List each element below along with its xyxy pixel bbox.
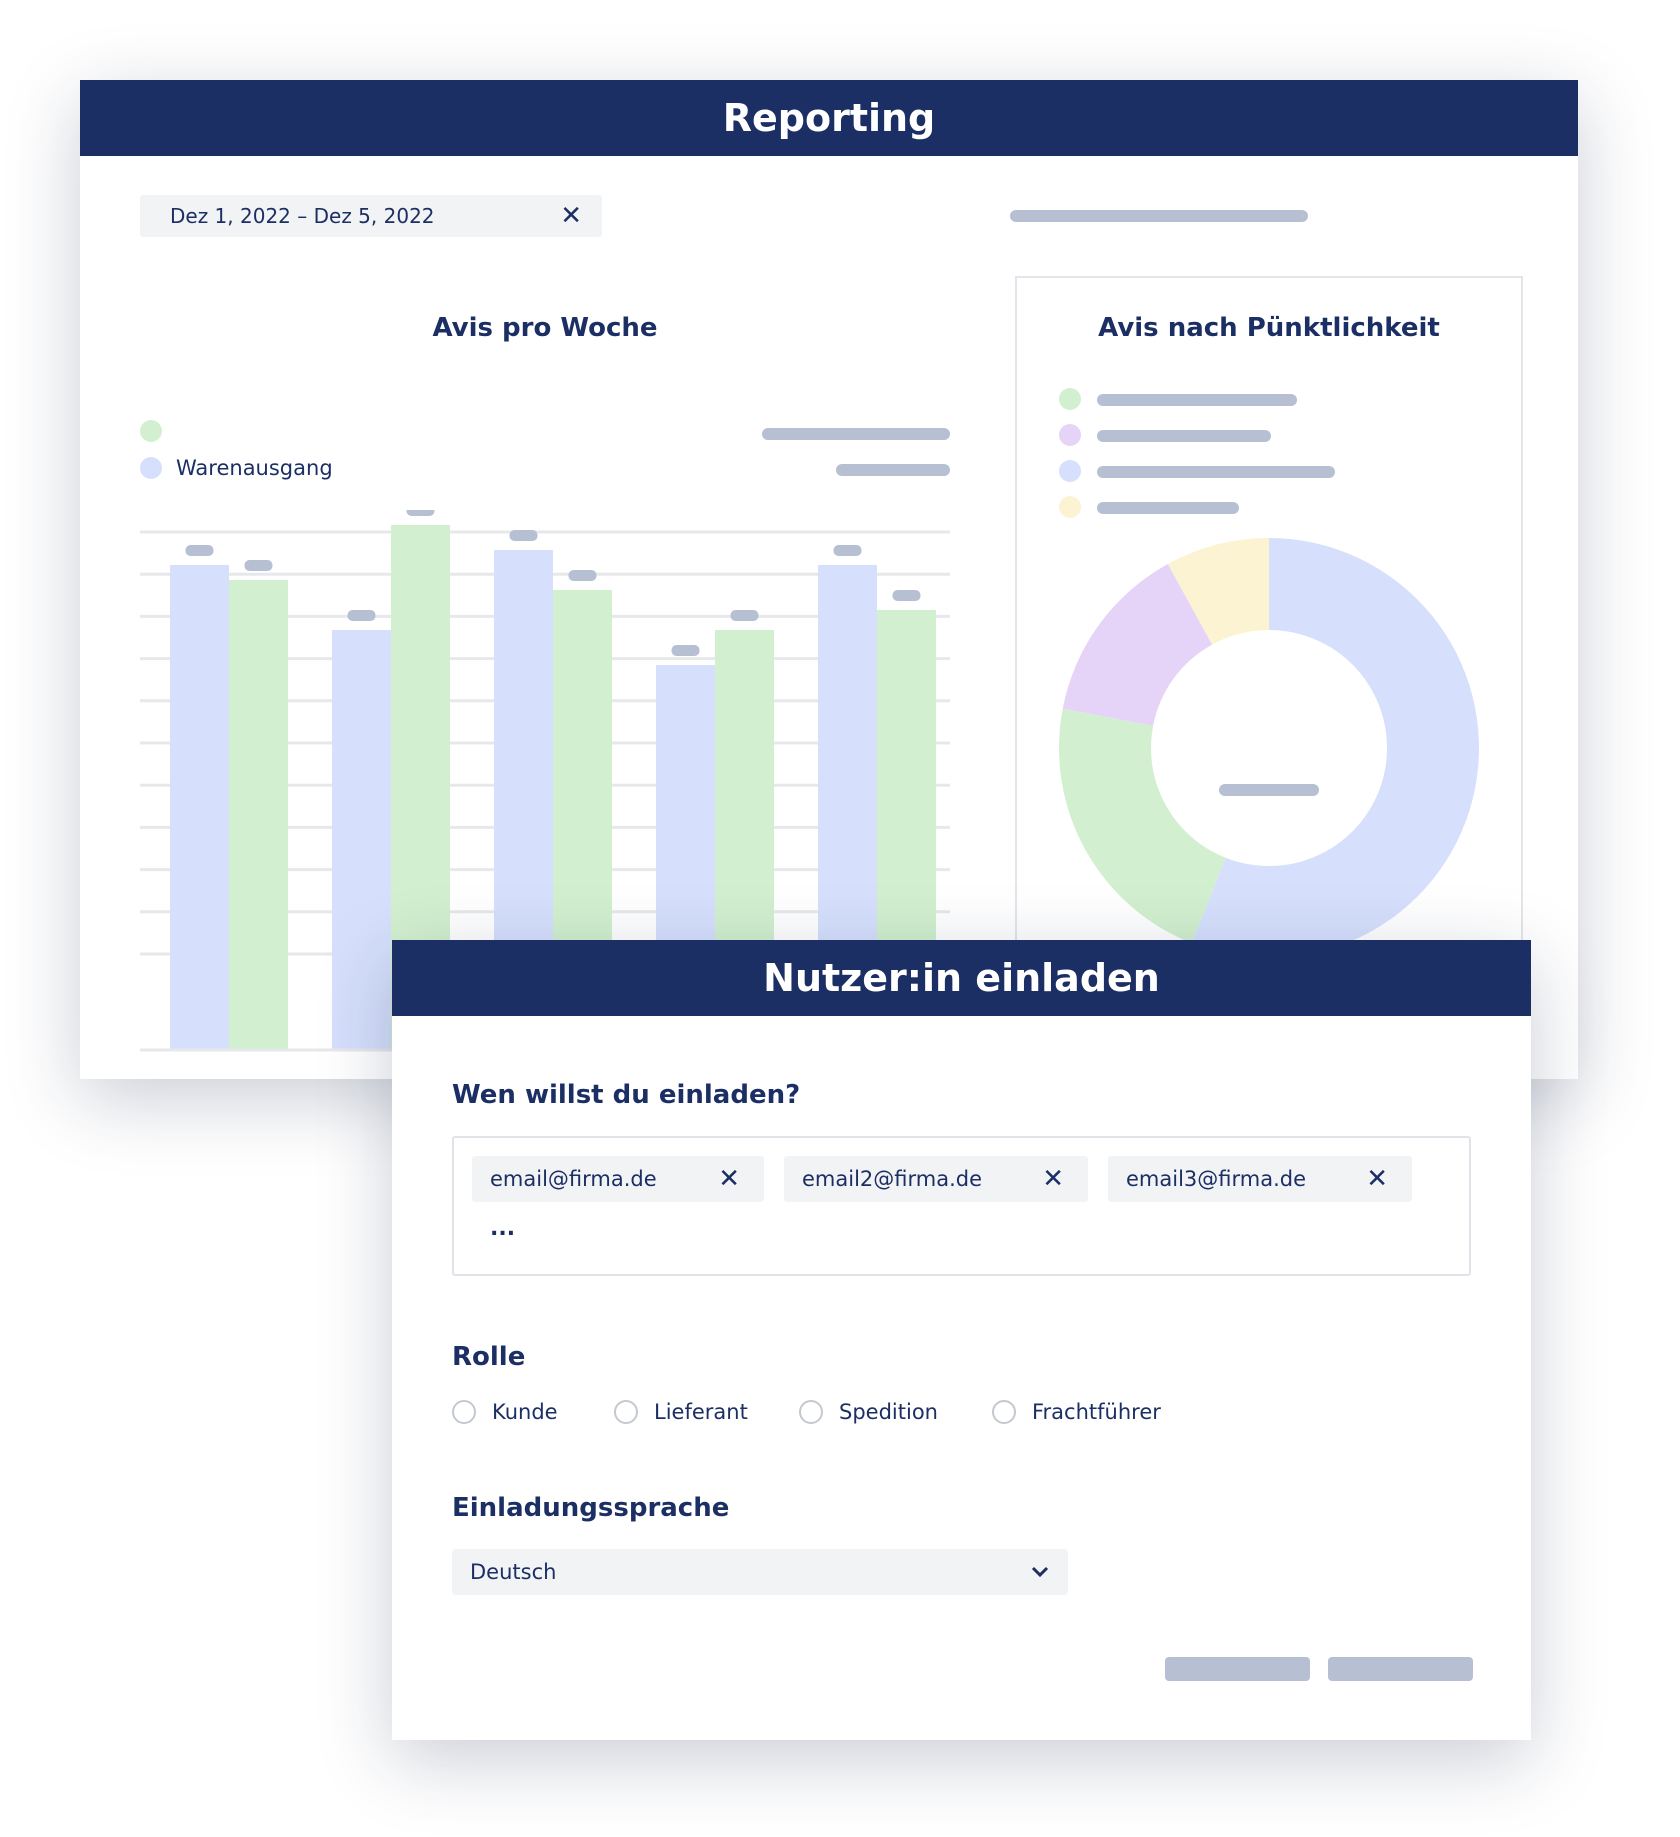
bar-value-label [185,545,214,556]
submit-button-placeholder[interactable] [1328,1657,1473,1681]
date-range-filter[interactable]: Dez 1, 2022 – Dez 5, 2022 ✕ [140,195,602,237]
pie-chart [1059,538,1479,958]
radio-lieferant[interactable]: Lieferant [614,1400,748,1424]
radio-label: Spedition [839,1400,938,1424]
bar-value-label [892,590,921,601]
radio-circle[interactable] [799,1400,823,1424]
legend-label: Warenausgang [176,456,333,480]
invite-title: Nutzer:in einladen [392,940,1531,1016]
radio-label: Kunde [492,1400,558,1424]
language-select-value: Deutsch [470,1560,557,1584]
remove-email-close-icon[interactable]: ✕ [1042,1164,1064,1194]
bar-value-label [347,610,376,621]
placeholder-bar [1097,466,1335,478]
legend-item-wareneingang [140,420,176,442]
email-chip-label: email@firma.de [490,1167,657,1191]
email-chip: email2@firma.de ✕ [784,1156,1088,1202]
invite-who-label: Wen willst du einladen? [452,1080,801,1110]
legend-swatch [140,457,162,479]
bar-value-label [730,610,759,621]
bar [332,630,391,1050]
pie-slice [1191,538,1479,958]
email-chip: email@firma.de ✕ [472,1156,764,1202]
radio-circle[interactable] [452,1400,476,1424]
email-chip-label: email3@firma.de [1126,1167,1307,1191]
placeholder-bar [1097,430,1271,442]
bar-value-label [568,570,597,581]
radio-spedition[interactable]: Spedition [799,1400,938,1424]
legend-swatch-2 [1059,424,1081,446]
pie-center-label [1219,784,1319,796]
legend-swatch-3 [1059,460,1081,482]
placeholder-bar [836,464,950,476]
pie-slice [1062,563,1213,726]
bar-value-label [671,645,700,656]
legend-swatch-1 [1059,388,1081,410]
cancel-button-placeholder[interactable] [1165,1657,1310,1681]
email-input-box[interactable]: email@firma.de ✕ email2@firma.de ✕ email… [452,1136,1471,1276]
remove-email-close-icon[interactable]: ✕ [718,1164,740,1194]
radio-circle[interactable] [992,1400,1016,1424]
radio-label: Lieferant [654,1400,748,1424]
bar-value-label [406,510,435,516]
legend-swatch-4 [1059,496,1081,518]
pie-slice [1059,708,1226,944]
legend-item-warenausgang: Warenausgang [140,456,333,480]
role-label: Rolle [452,1342,526,1372]
pie-chart-panel: Avis nach Pünktlichkeit [1015,276,1523,1016]
radio-circle[interactable] [614,1400,638,1424]
language-label: Einladungssprache [452,1493,730,1523]
more-emails-ellipsis: ... [490,1216,516,1241]
radio-kunde[interactable]: Kunde [452,1400,558,1424]
placeholder-bar [762,428,950,440]
language-select[interactable]: Deutsch [452,1549,1068,1595]
placeholder-bar [1097,502,1239,514]
placeholder-bar [1097,394,1297,406]
email-chip: email3@firma.de ✕ [1108,1156,1412,1202]
email-chip-label: email2@firma.de [802,1167,983,1191]
bar-value-label [833,545,862,556]
legend-swatch [140,420,162,442]
pie-chart-title: Avis nach Pünktlichkeit [1098,313,1440,343]
bar [170,565,229,1050]
bar-value-label [244,560,273,571]
radio-frachtfuehrer[interactable]: Frachtführer [992,1400,1161,1424]
pie-slice [1167,538,1269,645]
chevron-down-icon [1031,1566,1049,1578]
bar-chart-title: Avis pro Woche [432,313,658,343]
reporting-title: Reporting [80,80,1578,156]
date-range-text: Dez 1, 2022 – Dez 5, 2022 [170,204,435,228]
clear-date-close-icon[interactable]: ✕ [560,201,582,231]
radio-label: Frachtführer [1032,1400,1161,1424]
placeholder-bar [1010,210,1308,222]
remove-email-close-icon[interactable]: ✕ [1366,1164,1388,1194]
bar [229,580,288,1050]
reporting-window: Reporting Dez 1, 2022 – Dez 5, 2022 ✕ Av… [80,80,1578,1079]
bar-value-label [509,530,538,541]
invite-window: Nutzer:in einladen Wen willst du einlade… [392,940,1531,1740]
